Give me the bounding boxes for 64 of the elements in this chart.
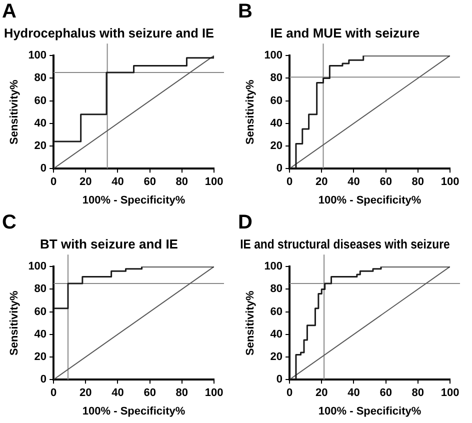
x-tick-label: 60 bbox=[144, 176, 156, 188]
y-tick-label: 0 bbox=[40, 374, 47, 386]
chart-title: IE and structural diseases with seizure bbox=[240, 236, 450, 252]
x-tick-label: 80 bbox=[176, 176, 188, 188]
x-axis-title: 100% - Specificity% bbox=[318, 405, 422, 418]
y-axis-title: Sensitivity% bbox=[244, 79, 257, 145]
x-tick-label: 80 bbox=[176, 387, 188, 400]
x-tick-label: 0 bbox=[50, 176, 57, 188]
y-tick-label: 0 bbox=[276, 374, 283, 386]
x-tick-label: 0 bbox=[50, 387, 57, 400]
y-tick-label: 100 bbox=[264, 50, 283, 62]
x-tick-label: 20 bbox=[80, 387, 92, 400]
y-tick-label: 20 bbox=[270, 140, 283, 152]
x-tick-label: 100 bbox=[204, 387, 224, 400]
x-tick-label: 100 bbox=[440, 387, 460, 400]
y-tick-label: 80 bbox=[34, 283, 47, 296]
x-tick-label: 40 bbox=[348, 176, 360, 188]
x-tick-label: 100 bbox=[440, 176, 460, 188]
x-tick-label: 20 bbox=[316, 387, 328, 400]
y-tick-label: 80 bbox=[270, 72, 283, 84]
y-tick-label: 80 bbox=[270, 283, 283, 296]
x-tick-label: 40 bbox=[112, 387, 124, 400]
x-axis-title: 100% - Specificity% bbox=[318, 194, 422, 206]
y-tick-label: 40 bbox=[34, 117, 47, 130]
text: D bbox=[238, 212, 252, 234]
y-tick-label: 40 bbox=[34, 328, 47, 340]
y-tick-label: 80 bbox=[34, 72, 47, 84]
x-tick-label: 60 bbox=[380, 387, 392, 400]
x-tick-label: 80 bbox=[412, 387, 424, 400]
text: A bbox=[2, 0, 16, 23]
y-tick-label: 100 bbox=[28, 50, 47, 62]
x-tick-label: 20 bbox=[80, 176, 92, 188]
x-tick-label: 0 bbox=[286, 387, 293, 400]
y-tick-label: 40 bbox=[270, 117, 283, 130]
y-tick-label: 60 bbox=[270, 306, 283, 318]
y-tick-label: 0 bbox=[276, 162, 283, 175]
y-tick-label: 60 bbox=[34, 306, 47, 318]
y-tick-label: 60 bbox=[34, 94, 47, 107]
y-tick-label: 0 bbox=[40, 162, 47, 175]
y-axis-title: Sensitivity% bbox=[8, 79, 21, 145]
y-tick-label: 20 bbox=[34, 351, 47, 364]
x-tick-label: 60 bbox=[144, 387, 156, 400]
x-tick-label: 100 bbox=[204, 176, 224, 188]
x-tick-label: 20 bbox=[316, 176, 328, 188]
chart-title: IE and MUE with seizure bbox=[270, 25, 420, 40]
y-tick-label: 20 bbox=[34, 140, 47, 152]
y-tick-label: 60 bbox=[270, 94, 283, 107]
text: C bbox=[2, 212, 16, 234]
y-tick-label: 100 bbox=[28, 260, 47, 273]
x-axis-title: 100% - Specificity% bbox=[82, 194, 186, 206]
x-axis-title: 100% - Specificity% bbox=[82, 405, 186, 418]
x-tick-label: 60 bbox=[380, 176, 392, 188]
x-tick-label: 0 bbox=[286, 176, 293, 188]
y-axis-title: Sensitivity% bbox=[244, 290, 257, 356]
x-tick-label: 80 bbox=[412, 176, 424, 188]
y-axis-title: Sensitivity% bbox=[8, 290, 21, 356]
text: B bbox=[238, 0, 252, 23]
y-tick-label: 40 bbox=[270, 328, 283, 340]
x-tick-label: 40 bbox=[348, 387, 360, 400]
y-tick-label: 100 bbox=[264, 260, 283, 273]
x-tick-label: 40 bbox=[112, 176, 124, 188]
chart-title: BT with seizure and IE bbox=[40, 236, 178, 252]
chart-title: Hydrocephalus with seizure and IE bbox=[4, 25, 214, 40]
y-tick-label: 20 bbox=[270, 351, 283, 364]
